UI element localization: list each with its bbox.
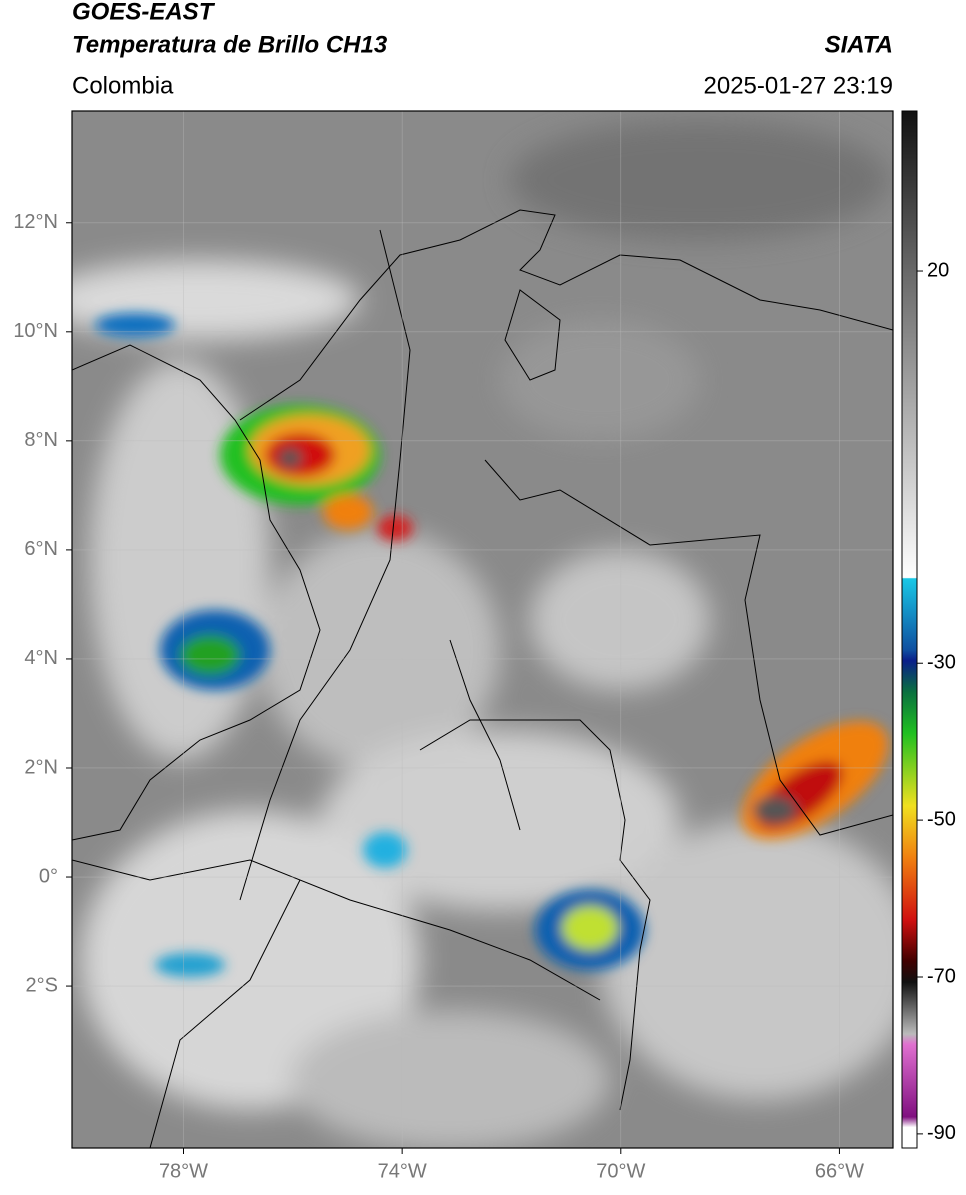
y-tick-label: 12°N xyxy=(13,211,58,233)
y-tick-label: 8°N xyxy=(24,429,58,451)
satellite-image xyxy=(72,111,893,1148)
y-tick-label: 6°N xyxy=(24,538,58,560)
colorbar-label: 20 xyxy=(927,259,949,281)
y-tick-label: 2°N xyxy=(24,756,58,778)
colorbar-label: -30 xyxy=(927,652,956,674)
colorbar-label: -90 xyxy=(927,1122,956,1144)
colorbar-label: -50 xyxy=(927,808,956,830)
subtitle: Temperatura de Brillo CH13 xyxy=(72,31,388,58)
title: GOES-EAST xyxy=(72,0,216,25)
x-tick-label: 70°W xyxy=(596,1160,645,1182)
colorbar-label: -70 xyxy=(927,965,956,987)
datetime: 2025-01-27 23:19 xyxy=(704,72,894,99)
x-tick-label: 66°W xyxy=(815,1160,864,1182)
y-tick-label: 2°S xyxy=(26,974,58,996)
y-tick-label: 0° xyxy=(39,865,58,887)
y-tick-label: 10°N xyxy=(13,320,58,342)
colorbar xyxy=(901,110,918,1149)
y-tick-label: 4°N xyxy=(24,647,58,669)
x-tick-label: 78°W xyxy=(159,1160,208,1182)
source: SIATA xyxy=(825,31,893,58)
x-tick-label: 74°W xyxy=(378,1160,427,1182)
region: Colombia xyxy=(72,72,174,99)
map-frame xyxy=(71,110,894,1149)
